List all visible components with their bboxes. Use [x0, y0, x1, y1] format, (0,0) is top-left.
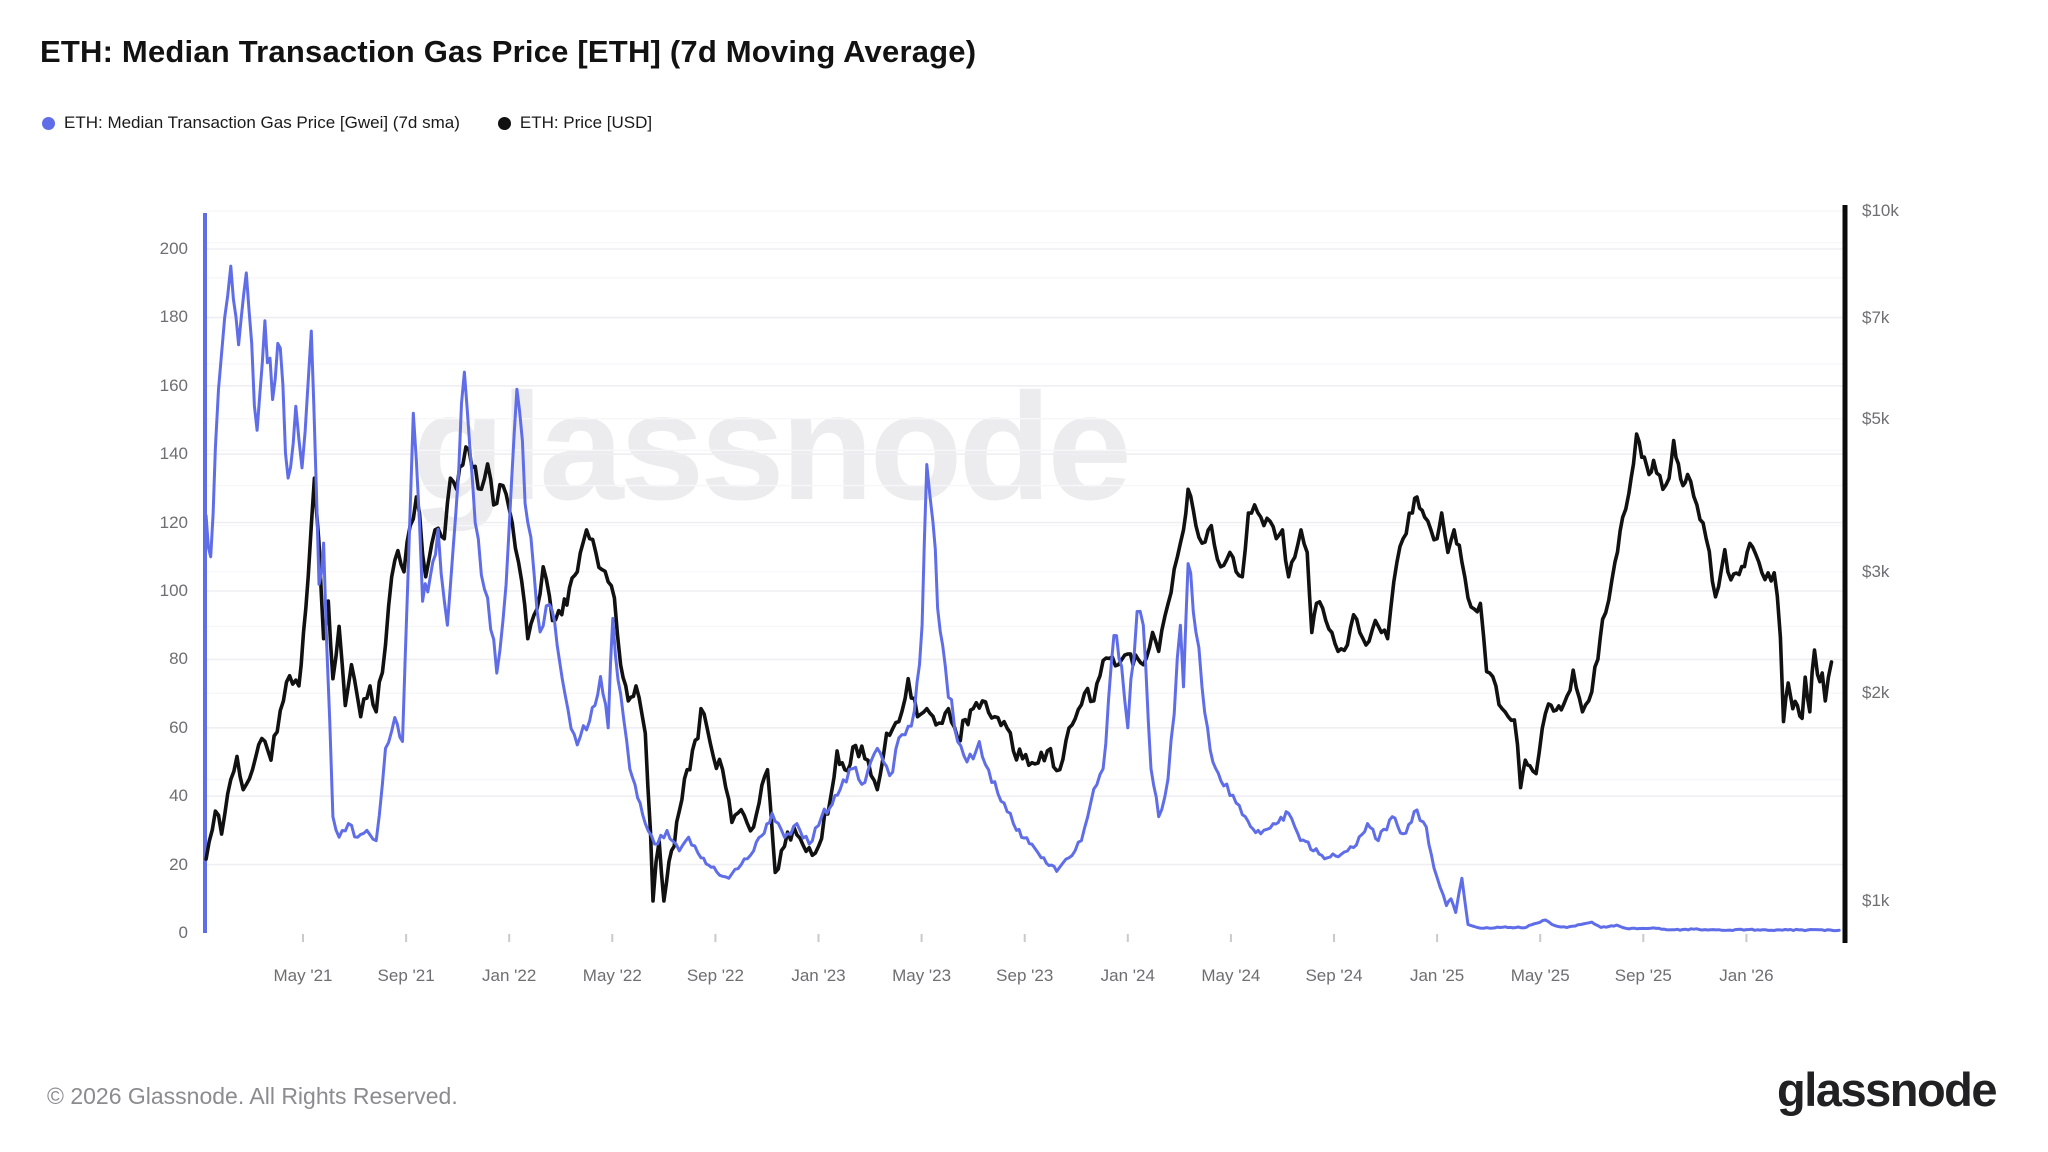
chart-legend: ETH: Median Transaction Gas Price [Gwei]…	[42, 113, 652, 133]
y-left-tick-label: 100	[159, 581, 188, 600]
legend-dot-gas-icon	[42, 116, 55, 130]
y-right-tick-label: $1k	[1862, 891, 1890, 910]
x-tick-label: May '21	[273, 966, 333, 985]
x-tick-label: Jan '22	[482, 966, 537, 985]
y-left-tick-label: 60	[169, 717, 188, 737]
x-tick-label: Sep '23	[996, 966, 1054, 985]
legend-dot-price-icon	[497, 116, 511, 130]
y-left-tick-label: 140	[159, 444, 188, 464]
y-left-tick-label: 200	[159, 239, 188, 258]
y-left-tick-label: 80	[169, 649, 188, 669]
y-left-tick-label: 160	[159, 375, 188, 395]
x-tick-label: Jan '25	[1409, 966, 1465, 985]
y-left-tick-label: 0	[178, 923, 188, 942]
x-tick-label: Sep '24	[1305, 966, 1363, 985]
y-right-tick-label: $3k	[1862, 561, 1890, 581]
x-tick-label: Jan '24	[1100, 966, 1155, 985]
y-right-tick-label: $2k	[1862, 683, 1890, 703]
x-tick-label: Jan '23	[791, 966, 846, 985]
x-tick-label: May '23	[892, 966, 952, 985]
y-right-tick-label: $10k	[1862, 201, 1899, 220]
y-left-tick-label: 180	[159, 307, 188, 327]
legend-item-eth-price[interactable]: ETH: Price [USD]	[497, 113, 653, 133]
page-title: ETH: Median Transaction Gas Price [ETH] …	[40, 34, 977, 69]
x-tick-label: Jan '26	[1719, 966, 1774, 985]
y-left-tick-label: 40	[169, 786, 188, 806]
y-left-tick-label: 120	[159, 512, 188, 532]
x-tick-label: Sep '22	[686, 966, 744, 985]
legend-label-gas: ETH: Median Transaction Gas Price [Gwei]…	[64, 113, 460, 132]
x-tick-label: May '22	[582, 966, 642, 985]
x-tick-label: Sep '21	[377, 966, 435, 985]
y-right-tick-label: $5k	[1862, 408, 1890, 428]
legend-item-gas-price[interactable]: ETH: Median Transaction Gas Price [Gwei]…	[42, 113, 460, 133]
glassnode-watermark: glassnode	[412, 362, 1132, 532]
copyright-text: © 2026 Glassnode. All Rights Reserved.	[47, 1083, 458, 1109]
legend-label-price: ETH: Price [USD]	[519, 113, 653, 132]
x-tick-label: May '24	[1201, 966, 1261, 985]
y-right-tick-label: $7k	[1862, 307, 1890, 327]
glassnode-logo[interactable]: glassnode	[1777, 1063, 1997, 1116]
x-tick-label: Sep '25	[1614, 966, 1672, 985]
x-tick-label: May '25	[1510, 966, 1570, 985]
y-left-tick-label: 20	[169, 854, 188, 874]
